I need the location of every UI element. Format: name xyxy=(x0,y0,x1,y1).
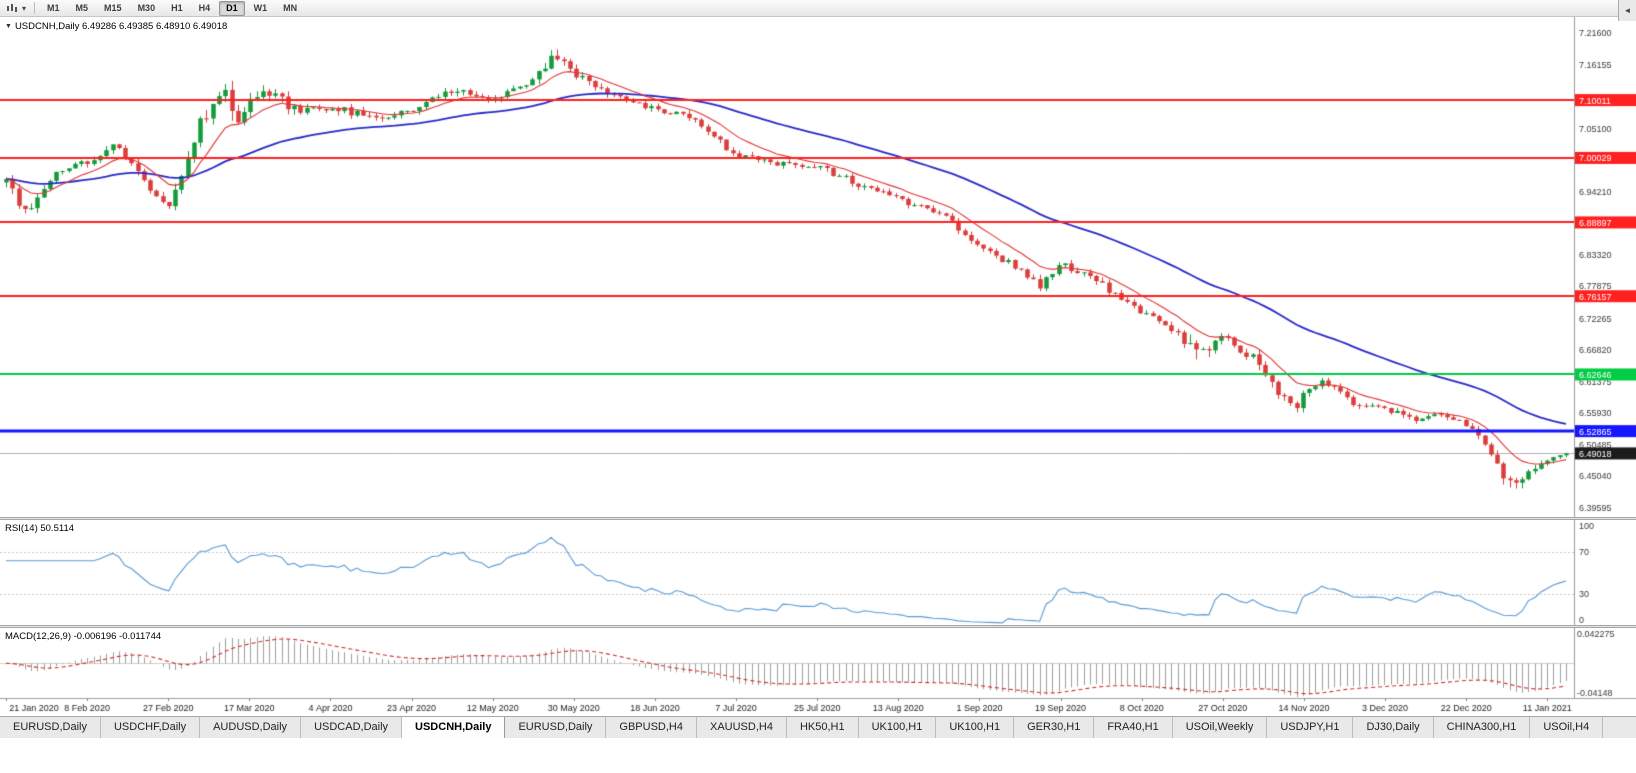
chart-tab-eurusd-daily[interactable]: EURUSD,Daily xyxy=(0,717,101,738)
chart-tab-china300-h1[interactable]: CHINA300,H1 xyxy=(1434,717,1531,738)
price-axis[interactable] xyxy=(1574,17,1636,698)
chart-title: ▼ USDCNH,Daily 6.49286 6.49385 6.48910 6.… xyxy=(5,21,227,32)
chart-tab-xauusd-h4[interactable]: XAUUSD,H4 xyxy=(697,717,787,738)
chart-tab-fra40-h1[interactable]: FRA40,H1 xyxy=(1094,717,1173,738)
chart-tab-audusd-daily[interactable]: AUDUSD,Daily xyxy=(200,717,302,738)
chart-tab-usdjpy-h1[interactable]: USDJPY,H1 xyxy=(1267,717,1354,738)
chart-symbol-label: USDCNH,Daily xyxy=(14,21,80,32)
toolbar-separator xyxy=(34,2,36,14)
panel-separator-rsi[interactable] xyxy=(0,517,1636,520)
chart-tab-ger30-h1[interactable]: GER30,H1 xyxy=(1014,717,1095,738)
chart-region: ▼ USDCNH,Daily 6.49286 6.49385 6.48910 6.… xyxy=(0,17,1636,716)
chart-tab-dj30-daily[interactable]: DJ30,Daily xyxy=(1353,717,1434,738)
timeframe-button-w1[interactable]: W1 xyxy=(253,2,268,13)
panel-separator-macd[interactable] xyxy=(0,625,1636,628)
chart-tab-usdcad-daily[interactable]: USDCAD,Daily xyxy=(301,717,403,738)
chart-tab-usoil-weekly[interactable]: USOil,Weekly xyxy=(1173,717,1268,738)
timeframe-button-m30[interactable]: M30 xyxy=(137,2,156,13)
macd-indicator-label: MACD(12,26,9) -0.006196 -0.011744 xyxy=(5,631,162,642)
dropdown-caret-icon[interactable]: ▾ xyxy=(22,3,27,13)
tab-scroll-left-icon[interactable]: ◄ xyxy=(1618,0,1636,21)
status-bar xyxy=(0,738,1636,773)
chart-ohlc-values: 6.49286 6.49385 6.48910 6.49018 xyxy=(81,21,228,32)
chart-tab-hk50-h1[interactable]: HK50,H1 xyxy=(787,717,859,738)
chart-tab-usdcnh-daily[interactable]: USDCNH,Daily xyxy=(402,717,506,738)
rsi-indicator-label: RSI(14) 50.5114 xyxy=(5,523,75,534)
timeframe-button-d1[interactable]: D1 xyxy=(219,0,245,16)
collapse-triangle-icon[interactable]: ▼ xyxy=(5,23,12,30)
chart-tab-usoil-h4[interactable]: USOil,H4 xyxy=(1530,717,1604,738)
chart-tabs-bar: EURUSD,Daily USDCHF,Daily AUDUSD,Daily USDC… xyxy=(0,716,1636,738)
timeframe-buttons: M1 M5 M15 M30 H1 H4 D1 W1 MN xyxy=(39,0,305,16)
timeframe-button-m5[interactable]: M5 xyxy=(75,2,89,13)
timeframe-button-mn[interactable]: MN xyxy=(283,2,298,13)
timeframe-button-h4[interactable]: H4 xyxy=(198,2,211,13)
chart-tab-gbpusd-h4[interactable]: GBPUSD,H4 xyxy=(606,717,697,738)
chart-tab-uk100-h1[interactable]: UK100,H1 xyxy=(859,717,937,738)
timeframe-button-m1[interactable]: M1 xyxy=(47,2,60,13)
timeframe-toolbar: ▾ M1 M5 M15 M30 H1 H4 D1 W1 MN xyxy=(0,0,1636,17)
chart-tab-eurusd-daily[interactable]: EURUSD,Daily xyxy=(505,717,607,738)
time-axis[interactable] xyxy=(0,698,1574,716)
chart-type-icon[interactable] xyxy=(4,1,21,16)
chart-tab-usdchf-daily[interactable]: USDCHF,Daily xyxy=(101,717,201,738)
price-chart-canvas[interactable] xyxy=(0,17,1636,716)
timeframe-button-h1[interactable]: H1 xyxy=(171,2,183,13)
timeframe-button-m15[interactable]: M15 xyxy=(104,2,122,13)
chart-tab-uk100-h1[interactable]: UK100,H1 xyxy=(936,717,1015,738)
